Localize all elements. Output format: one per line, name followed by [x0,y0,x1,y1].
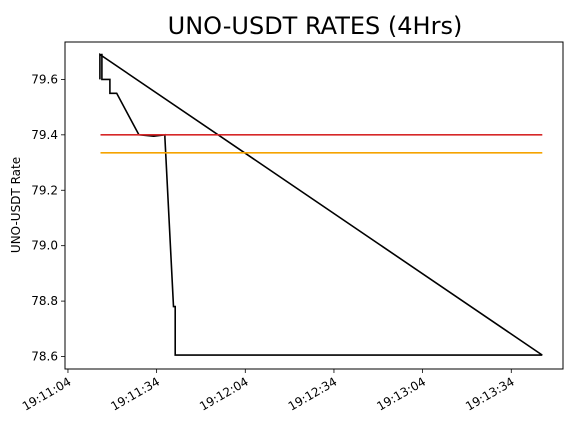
x-tick-label-2: 19:12:04 [197,374,251,413]
y-tick-label-2: 79.0 [31,239,58,253]
x-tick-label-5: 19:13:34 [463,374,517,413]
series-layer [100,55,542,356]
x-tick-label-0: 19:11:04 [20,374,74,413]
series-line-0 [100,55,542,356]
axes-layer: 78.6 78.8 79.0 79.2 79.4 79.6 19:11:04 19:11:34… [20,72,517,413]
y-tick-label-3: 79.2 [31,183,58,197]
y-tick-label-0: 78.6 [31,350,58,364]
x-tick-label-4: 19:13:04 [374,374,428,413]
y-tick-label-5: 79.6 [31,72,58,86]
chart-title: UNO-USDT RATES (4Hrs) [168,12,463,40]
plot-frame [65,42,563,369]
y-tick-label-1: 78.8 [31,294,58,308]
y-tick-label-4: 79.4 [31,128,58,142]
y-axis-label: UNO-USDT Rate [9,157,23,253]
x-tick-label-1: 19:11:34 [108,374,162,413]
x-tick-label-3: 19:12:34 [286,374,340,413]
